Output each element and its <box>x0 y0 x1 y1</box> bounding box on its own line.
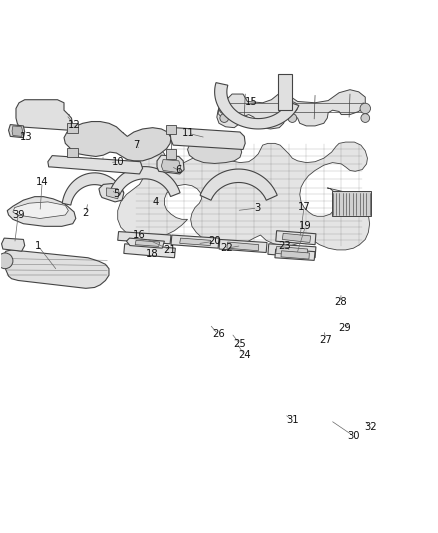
Text: 26: 26 <box>212 329 225 339</box>
Polygon shape <box>281 251 309 259</box>
Polygon shape <box>227 242 259 251</box>
Text: 19: 19 <box>299 221 312 231</box>
Text: 22: 22 <box>220 243 233 253</box>
Circle shape <box>0 253 13 269</box>
Polygon shape <box>2 238 25 251</box>
Polygon shape <box>106 188 120 199</box>
Text: 4: 4 <box>152 197 159 207</box>
Text: 10: 10 <box>111 157 124 167</box>
Polygon shape <box>219 239 267 253</box>
Polygon shape <box>275 249 315 261</box>
Text: 23: 23 <box>278 240 291 251</box>
Polygon shape <box>13 202 68 219</box>
Text: 17: 17 <box>298 201 311 212</box>
Polygon shape <box>276 246 307 256</box>
Text: 32: 32 <box>364 422 377 432</box>
Text: 5: 5 <box>113 189 120 199</box>
Polygon shape <box>127 238 164 248</box>
Text: 30: 30 <box>347 431 360 441</box>
Polygon shape <box>200 169 277 200</box>
Text: 15: 15 <box>245 98 258 107</box>
Text: 12: 12 <box>67 119 81 130</box>
Polygon shape <box>171 235 219 248</box>
Polygon shape <box>278 75 292 110</box>
Text: 27: 27 <box>320 335 332 345</box>
Polygon shape <box>215 83 299 129</box>
Text: 31: 31 <box>286 415 299 425</box>
Text: 2: 2 <box>83 208 89 218</box>
Polygon shape <box>276 231 316 245</box>
Polygon shape <box>124 244 175 258</box>
Polygon shape <box>48 156 143 174</box>
Polygon shape <box>62 173 124 205</box>
Polygon shape <box>110 167 180 197</box>
Polygon shape <box>3 250 109 288</box>
Text: 21: 21 <box>164 245 177 255</box>
Text: 13: 13 <box>20 132 32 142</box>
Circle shape <box>287 102 297 112</box>
Text: 1: 1 <box>35 240 41 251</box>
Text: 25: 25 <box>233 339 246 349</box>
Text: 6: 6 <box>176 165 182 175</box>
Text: 24: 24 <box>238 350 251 360</box>
Text: 7: 7 <box>133 140 139 150</box>
Text: 39: 39 <box>12 210 25 220</box>
Polygon shape <box>170 128 245 149</box>
Circle shape <box>220 114 229 123</box>
Circle shape <box>288 114 297 123</box>
Circle shape <box>360 103 371 114</box>
Bar <box>166 125 176 134</box>
Polygon shape <box>9 125 25 138</box>
Polygon shape <box>64 122 171 161</box>
Text: 11: 11 <box>182 128 195 139</box>
Polygon shape <box>118 142 370 250</box>
Polygon shape <box>283 233 311 243</box>
Text: 18: 18 <box>146 249 159 259</box>
Bar <box>67 123 78 133</box>
Polygon shape <box>135 240 159 246</box>
Text: 28: 28 <box>334 297 347 308</box>
Text: 29: 29 <box>339 324 351 334</box>
Text: 20: 20 <box>208 236 221 246</box>
Text: 16: 16 <box>133 230 146 240</box>
Circle shape <box>219 103 230 114</box>
Polygon shape <box>118 231 171 244</box>
Text: 14: 14 <box>36 177 49 187</box>
Polygon shape <box>332 191 371 216</box>
Bar <box>67 148 78 157</box>
Circle shape <box>361 114 370 123</box>
Polygon shape <box>268 244 316 258</box>
Polygon shape <box>99 183 124 202</box>
Polygon shape <box>187 139 242 164</box>
Bar <box>166 149 176 159</box>
Polygon shape <box>157 155 184 174</box>
Polygon shape <box>12 126 22 136</box>
Polygon shape <box>161 159 180 173</box>
Polygon shape <box>16 100 73 130</box>
Polygon shape <box>217 90 365 129</box>
Polygon shape <box>180 238 211 246</box>
Polygon shape <box>7 197 76 227</box>
Text: 3: 3 <box>254 203 261 213</box>
